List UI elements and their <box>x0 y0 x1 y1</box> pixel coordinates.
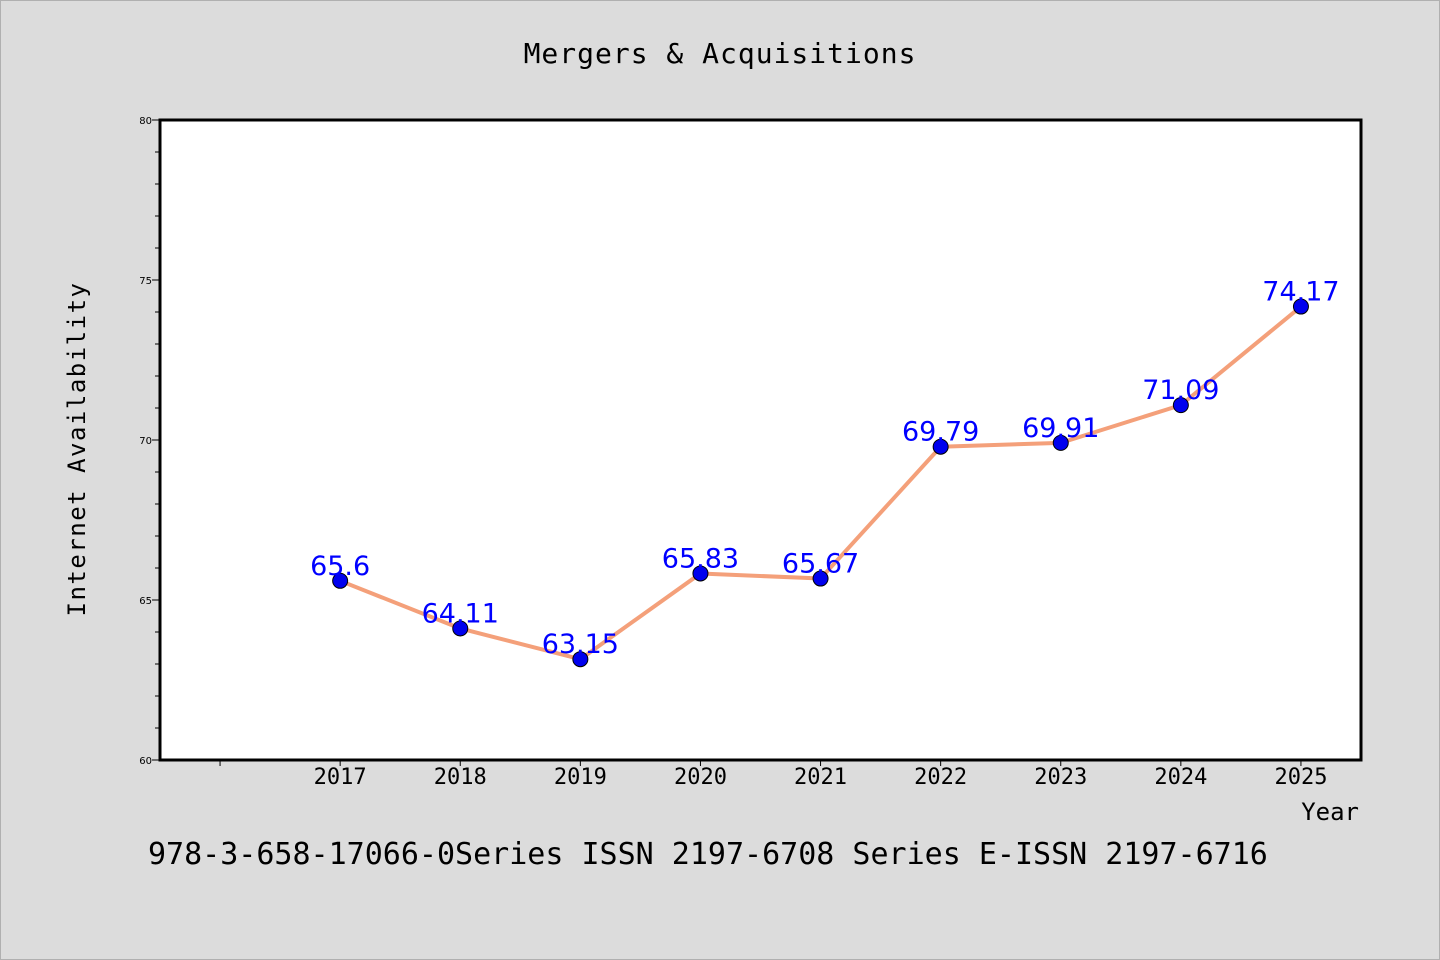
data-point <box>452 620 469 637</box>
data-label: 64.11 <box>422 598 499 629</box>
plot-area <box>160 120 1361 760</box>
x-tick-label: 2022 <box>914 765 967 790</box>
y-tick-label: 65 <box>139 596 152 607</box>
footer-text: 978-3-658-17066-0Series ISSN 2197-6708 S… <box>148 837 1268 872</box>
data-label: 69.79 <box>902 417 979 448</box>
data-label: 63.15 <box>542 629 619 660</box>
data-point <box>812 570 829 587</box>
x-tick-label: 2021 <box>794 765 847 790</box>
data-points <box>332 298 1309 668</box>
data-point <box>1292 298 1309 315</box>
data-point <box>1172 397 1189 414</box>
data-label: 71.09 <box>1142 375 1219 406</box>
data-label: 74.17 <box>1262 277 1339 308</box>
data-label: 65.67 <box>782 549 859 580</box>
data-point <box>332 572 349 589</box>
data-point <box>692 565 709 582</box>
data-point <box>1052 434 1069 451</box>
data-label: 69.91 <box>1022 413 1099 444</box>
y-axis-label: Internet Availability <box>63 282 91 617</box>
y-tick-label: 60 <box>139 756 152 767</box>
x-tick-label: 2020 <box>674 765 727 790</box>
x-tick-label: 2024 <box>1154 765 1207 790</box>
x-tick-label: 2023 <box>1034 765 1087 790</box>
y-tick-label: 80 <box>139 116 152 127</box>
data-point <box>572 651 589 668</box>
x-tick-label: 2025 <box>1274 765 1327 790</box>
data-labels: 65.6 64.11 63.15 65.83 65.67 69.79 69.91 71.09 7… <box>310 277 1340 661</box>
data-label: 65.83 <box>662 543 739 574</box>
x-tick-label: 2018 <box>434 765 487 790</box>
x-axis: 2017 2018 2019 2020 2021 2022 2023 2024 2025 <box>219 760 1327 790</box>
data-point <box>932 438 949 455</box>
x-tick-label: 2019 <box>554 765 607 790</box>
y-tick-label: 75 <box>139 276 152 287</box>
x-axis-label: Year <box>1301 798 1359 826</box>
plot-frame <box>158 118 1363 762</box>
data-label: 65.6 <box>310 551 370 582</box>
chart-title: Mergers & Acquisitions <box>524 37 917 70</box>
x-tick-label: 2017 <box>314 765 367 790</box>
y-tick-label: 70 <box>139 436 152 447</box>
